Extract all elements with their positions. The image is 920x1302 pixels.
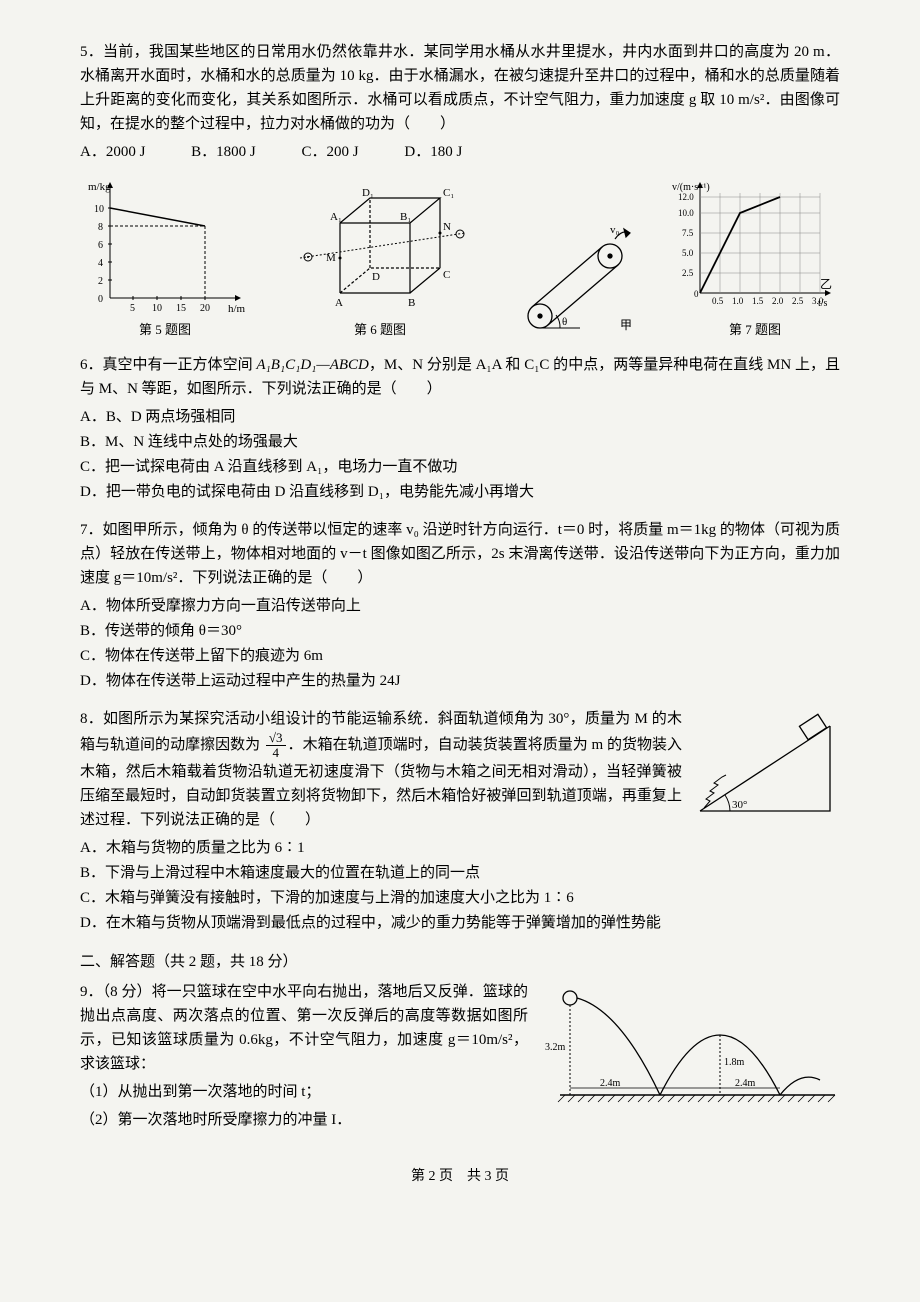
svg-text:0: 0 bbox=[98, 294, 103, 305]
fig6-caption: 第 6 题图 bbox=[280, 320, 480, 341]
q6-opt-a: A．B、D 两点场强相同 bbox=[80, 405, 840, 429]
figure-5: m/kg h/m 0 2 4 6 8 10 5 10 15 20 bbox=[80, 178, 250, 341]
svg-text:甲: 甲 bbox=[620, 318, 632, 332]
question-8: 30° 8．如图所示为某探究活动小组设计的节能运输系统．斜面轨道倾角为 30°，… bbox=[80, 707, 840, 937]
q7-num: 7． bbox=[80, 522, 103, 538]
q8-opt-c: C．木箱与弹簧没有接触时，下滑的加速度与上滑的加速度大小之比为 1∶6 bbox=[80, 886, 840, 910]
figure-9: 3.2m 1.8m 2.4m 2.4m bbox=[540, 980, 840, 1136]
svg-text:0.5: 0.5 bbox=[712, 296, 724, 306]
svg-text:10.0: 10.0 bbox=[678, 208, 694, 218]
svg-text:C₁: C₁ bbox=[443, 187, 454, 199]
svg-text:30°: 30° bbox=[732, 799, 747, 811]
svg-text:B: B bbox=[408, 297, 415, 309]
q7-opt-a: A．物体所受摩擦力方向一直沿传送带向上 bbox=[80, 594, 840, 618]
svg-text:N: N bbox=[443, 221, 451, 233]
q5-opt-c: C．200 J bbox=[302, 140, 359, 164]
q8-opt-b: B．下滑与上滑过程中木箱速度最大的位置在轨道上的同一点 bbox=[80, 861, 840, 885]
question-6: 6．真空中有一正方体空间 A₁B₁C₁D₁—ABCD，M、N 分别是 A₁A 和… bbox=[80, 353, 840, 504]
q8-opt-a: A．木箱与货物的质量之比为 6∶1 bbox=[80, 836, 840, 860]
svg-text:D₁: D₁ bbox=[362, 187, 374, 199]
q7-opt-b: B．传送带的倾角 θ＝30° bbox=[80, 619, 840, 643]
svg-text:1.5: 1.5 bbox=[752, 296, 764, 306]
svg-text:5.0: 5.0 bbox=[682, 248, 694, 258]
svg-text:2.4m: 2.4m bbox=[735, 1078, 756, 1089]
svg-text:6: 6 bbox=[98, 240, 103, 251]
svg-text:D: D bbox=[372, 271, 380, 283]
svg-text:2.5: 2.5 bbox=[682, 268, 694, 278]
q6-cube-label: A₁B₁C₁D₁—ABCD bbox=[256, 357, 369, 373]
svg-text:B₁: B₁ bbox=[400, 211, 411, 223]
q8-diagram: 30° bbox=[690, 711, 840, 821]
q9-num: 9． bbox=[80, 984, 103, 1000]
svg-text:m/kg: m/kg bbox=[88, 181, 111, 193]
q7-opt-d: D．物体在传送带上运动过程中产生的热量为 24J bbox=[80, 669, 840, 693]
svg-text:1.8m: 1.8m bbox=[724, 1057, 745, 1068]
svg-text:h/m: h/m bbox=[228, 303, 246, 315]
svg-text:A₁: A₁ bbox=[330, 211, 342, 223]
svg-text:3.2m: 3.2m bbox=[545, 1042, 566, 1053]
q6-num: 6． bbox=[80, 357, 103, 373]
q8-opt-d: D．在木箱与货物从顶端滑到最低点的过程中，减少的重力势能等于弹簧增加的弹性势能 bbox=[80, 911, 840, 935]
svg-text:2: 2 bbox=[98, 276, 103, 287]
svg-text:A: A bbox=[335, 297, 343, 309]
q9-diagram: 3.2m 1.8m 2.4m 2.4m bbox=[540, 980, 840, 1120]
svg-text:0: 0 bbox=[694, 289, 699, 299]
figure-row-567: m/kg h/m 0 2 4 6 8 10 5 10 15 20 bbox=[80, 178, 840, 341]
svg-text:C: C bbox=[443, 269, 450, 281]
q7-opt-c: C．物体在传送带上留下的痕迹为 6m bbox=[80, 644, 840, 668]
svg-text:M: M bbox=[326, 252, 336, 264]
q9-marks: （8 分） bbox=[103, 984, 152, 1000]
svg-text:2.0: 2.0 bbox=[772, 296, 784, 306]
q6-cube: A B C D A₁ B₁ C₁ D₁ M N bbox=[280, 178, 480, 318]
q5-options: A．2000 J B．1800 J C．200 J D．180 J bbox=[80, 140, 840, 164]
q5-num: 5． bbox=[80, 44, 103, 60]
svg-text:3.0: 3.0 bbox=[812, 296, 824, 306]
svg-text:20: 20 bbox=[200, 303, 210, 314]
q6-opt-c: C．把一试探电荷由 A 沿直线移到 A₁，电场力一直不做功 bbox=[80, 455, 840, 479]
q7-chart: v/(m·s⁻¹) t/s 0 bbox=[670, 178, 840, 318]
svg-text:8: 8 bbox=[98, 222, 103, 233]
svg-text:4: 4 bbox=[98, 258, 103, 269]
svg-text:15: 15 bbox=[176, 303, 186, 314]
page-footer: 第 2 页 共 3 页 bbox=[80, 1166, 840, 1188]
svg-text:2.5: 2.5 bbox=[792, 296, 804, 306]
q6-opt-d: D．把一带负电的试探电荷由 D 沿直线移到 D₁，电势能先减小再增大 bbox=[80, 480, 840, 504]
q8-fraction: √34 bbox=[266, 731, 286, 761]
q6-t1: 真空中有一正方体空间 bbox=[103, 357, 257, 373]
q9-p2: （2）第一次落地时所受摩擦力的冲量 I． bbox=[80, 1108, 528, 1132]
figure-6: A B C D A₁ B₁ C₁ D₁ M N 第 6 题图 bbox=[280, 178, 480, 341]
svg-text:12.0: 12.0 bbox=[678, 192, 694, 202]
q8-num: 8． bbox=[80, 711, 103, 727]
question-5: 5．当前，我国某些地区的日常用水仍然依靠井水．某同学用水桶从水井里提水，井内水面… bbox=[80, 40, 840, 164]
svg-text:2.4m: 2.4m bbox=[600, 1078, 621, 1089]
fig7-caption: 第 7 题图 bbox=[670, 320, 840, 341]
question-7: 7．如图甲所示，倾角为 θ 的传送带以恒定的速率 v₀ 沿逆时针方向运行．t＝0… bbox=[80, 518, 840, 693]
q5-opt-d: D．180 J bbox=[404, 140, 462, 164]
svg-text:10: 10 bbox=[94, 204, 104, 215]
svg-text:10: 10 bbox=[152, 303, 162, 314]
svg-text:7.5: 7.5 bbox=[682, 228, 694, 238]
figure-7-chart: v/(m·s⁻¹) t/s 0 bbox=[670, 178, 840, 341]
question-9: 9．（8 分）将一只篮球在空中水平向右抛出，落地后又反弹．篮球的抛出点高度、两次… bbox=[80, 980, 840, 1136]
q5-opt-b: B．1800 J bbox=[191, 140, 256, 164]
section-2-title: 二、解答题（共 2 题，共 18 分） bbox=[80, 950, 840, 974]
q7-text: 如图甲所示，倾角为 θ 的传送带以恒定的速率 v₀ 沿逆时针方向运行．t＝0 时… bbox=[80, 522, 840, 586]
figure-7-belt: v₀ θ 甲 bbox=[510, 221, 640, 341]
q5-opt-a: A．2000 J bbox=[80, 140, 145, 164]
svg-text:5: 5 bbox=[130, 303, 135, 314]
q6-opt-b: B．M、N 连线中点处的场强最大 bbox=[80, 430, 840, 454]
fig5-caption: 第 5 题图 bbox=[80, 320, 250, 341]
q5-chart: m/kg h/m 0 2 4 6 8 10 5 10 15 20 bbox=[80, 178, 250, 318]
svg-text:v₀: v₀ bbox=[610, 224, 620, 236]
q5-text: 当前，我国某些地区的日常用水仍然依靠井水．某同学用水桶从水井里提水，井内水面到井… bbox=[80, 44, 840, 132]
q9-p1: （1）从抛出到第一次落地的时间 t； bbox=[80, 1080, 528, 1104]
svg-text:乙: 乙 bbox=[820, 277, 832, 291]
q7-belt: v₀ θ 甲 bbox=[510, 221, 640, 341]
svg-text:1.0: 1.0 bbox=[732, 296, 744, 306]
svg-text:θ: θ bbox=[562, 316, 567, 328]
figure-8: 30° bbox=[690, 711, 840, 821]
